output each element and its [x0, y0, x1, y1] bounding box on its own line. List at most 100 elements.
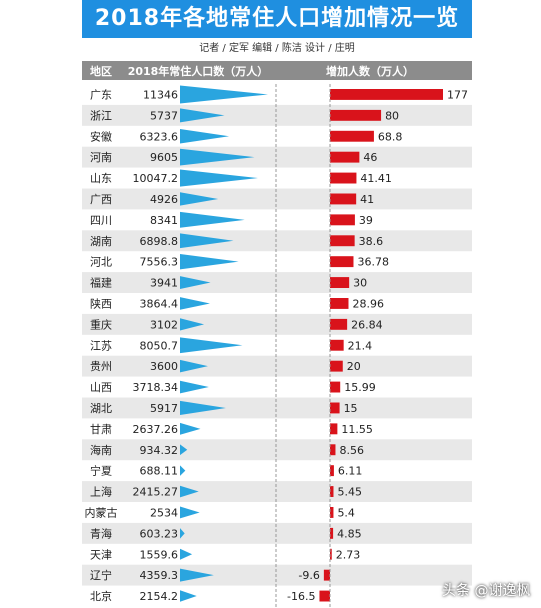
- increase-label: 8.56: [339, 444, 364, 457]
- increase-bar: [330, 298, 349, 309]
- increase-label: 28.96: [352, 297, 384, 310]
- increase-bar: [330, 235, 355, 247]
- population-label: 8341: [150, 214, 178, 227]
- population-triangle: [180, 318, 205, 331]
- increase-label: 80: [385, 109, 399, 122]
- region-label: 辽宁: [90, 568, 112, 582]
- increase-bar: [330, 130, 374, 142]
- population-label: 2415.27: [133, 486, 179, 499]
- increase-label: 41: [360, 193, 374, 206]
- population-triangle: [180, 548, 193, 560]
- population-label: 2154.2: [140, 590, 179, 603]
- increase-label: 39: [359, 214, 373, 227]
- population-triangle: [180, 528, 185, 539]
- population-label: 934.32: [140, 444, 179, 457]
- region-label: 山西: [90, 381, 112, 394]
- population-label: 8050.7: [140, 339, 179, 352]
- population-label: 5917: [150, 402, 178, 415]
- population-triangle: [180, 253, 239, 270]
- increase-label: 26.84: [351, 318, 383, 331]
- population-triangle: [180, 422, 201, 435]
- population-triangle: [180, 337, 243, 354]
- region-label: 福建: [90, 276, 112, 290]
- population-label: 3600: [150, 360, 178, 373]
- increase-label: 46: [363, 151, 377, 164]
- increase-bar: [330, 109, 382, 121]
- increase-bar: [330, 318, 348, 330]
- increase-bar: [330, 402, 340, 414]
- increase-label: 11.55: [341, 423, 373, 436]
- population-triangle: [180, 192, 219, 206]
- increase-bar: [323, 569, 330, 581]
- population-triangle: [180, 108, 225, 123]
- population-label: 4926: [150, 193, 178, 206]
- increase-label: 15: [344, 402, 358, 415]
- region-label: 贵州: [90, 360, 112, 373]
- increase-bar: [330, 423, 338, 435]
- population-triangle: [180, 444, 188, 456]
- increase-bar: [330, 527, 334, 539]
- region-label: 内蒙古: [85, 505, 118, 519]
- increase-bar: [330, 339, 344, 351]
- increase-bar: [330, 360, 343, 372]
- row-stripe: [82, 230, 472, 252]
- row-stripe: [82, 481, 472, 502]
- row-stripe: [82, 146, 472, 168]
- population-label: 2534: [150, 506, 178, 519]
- region-label: 陕西: [90, 296, 112, 310]
- increase-bar: [330, 151, 360, 163]
- region-label: 浙江: [90, 109, 112, 122]
- row-stripe: [82, 188, 472, 210]
- region-label: 北京: [90, 589, 112, 603]
- region-label: 天津: [90, 548, 112, 561]
- increase-bar: [330, 548, 332, 560]
- region-label: 湖北: [90, 402, 112, 415]
- region-label: 四川: [90, 214, 112, 227]
- population-triangle: [180, 211, 245, 228]
- watermark: 头条 @谢逸枫: [442, 583, 531, 599]
- population-triangle: [180, 85, 268, 104]
- region-label: 广西: [90, 193, 112, 206]
- header-bar: [82, 61, 472, 80]
- row-stripe: [82, 313, 472, 335]
- region-label: 江苏: [90, 339, 112, 352]
- population-label: 3941: [150, 277, 178, 290]
- population-triangle: [180, 465, 186, 476]
- population-label: 6898.8: [140, 235, 179, 248]
- region-label: 上海: [90, 485, 112, 499]
- population-triangle: [180, 485, 199, 498]
- population-triangle: [180, 148, 255, 166]
- row-stripe: [82, 439, 472, 461]
- header-region: 地区: [90, 64, 112, 78]
- increase-label: 177: [447, 88, 468, 101]
- header-increase: 增加人数（万人）: [326, 64, 414, 78]
- population-label: 688.11: [140, 465, 179, 478]
- population-label: 3718.34: [133, 381, 179, 394]
- population-label: 11346: [143, 88, 178, 101]
- row-stripe: [82, 397, 472, 419]
- increase-bar: [330, 465, 334, 477]
- population-triangle: [180, 380, 209, 394]
- population-label: 603.23: [140, 527, 179, 540]
- region-label: 青海: [90, 526, 112, 540]
- increase-bar: [330, 214, 355, 226]
- population-label: 4359.3: [140, 569, 179, 582]
- increase-bar: [330, 89, 443, 100]
- increase-bar: [330, 381, 341, 393]
- region-label: 河北: [90, 256, 112, 269]
- chart-title: 2018年各地常住人口增加情况一览: [82, 0, 472, 38]
- population-label: 3102: [150, 318, 178, 331]
- population-triangle: [180, 590, 197, 602]
- row-stripe: [82, 522, 472, 544]
- row-stripe: [82, 564, 472, 586]
- increase-bar: [319, 590, 330, 602]
- region-label: 山东: [90, 172, 112, 185]
- increase-bar: [330, 172, 357, 184]
- population-label: 3864.4: [140, 297, 179, 310]
- header-population: 2018年常住人口数（万人）: [128, 64, 269, 78]
- increase-label: 6.11: [338, 465, 363, 478]
- population-triangle: [180, 359, 208, 373]
- increase-label: -9.6: [298, 569, 319, 582]
- region-label: 宁夏: [90, 464, 112, 478]
